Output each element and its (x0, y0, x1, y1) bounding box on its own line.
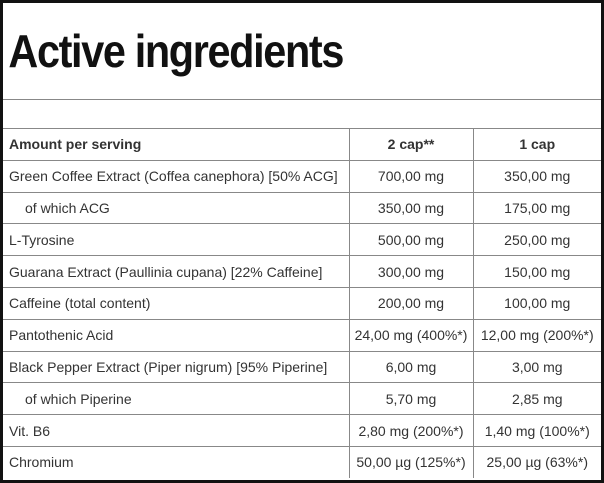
table-cell: 350,00 mg (472, 159, 601, 193)
table-cell: Pantothenic Acid (3, 318, 350, 352)
header-cell: 1 cap (472, 128, 601, 161)
table-cell: L-Tyrosine (3, 223, 350, 257)
table-row: Chromium 50,00 µg (125%*) 25,00 µg (63%*) (3, 445, 601, 478)
table-cell: 24,00 mg (400%*) (348, 318, 474, 352)
table-cell: 5,70 mg (348, 382, 474, 416)
table-cell: 150,00 mg (472, 255, 601, 288)
table-cell: Green Coffee Extract (Coffea canephora) … (3, 159, 350, 193)
table-cell: 6,00 mg (348, 350, 474, 384)
table-cell: 25,00 µg (63%*) (472, 445, 601, 478)
header-cell: Amount per serving (3, 128, 350, 161)
table-cell: of which Piperine (3, 382, 350, 416)
table-cell: 2,80 mg (200%*) (348, 414, 474, 447)
title: Active ingredients (8, 25, 344, 77)
table-row: L-Tyrosine 500,00 mg 250,00 mg (3, 223, 601, 257)
table-row: Caffeine (total content) 200,00 mg 100,00 … (3, 286, 601, 320)
table-cell: 2,85 mg (472, 382, 601, 416)
table-cell: Caffeine (total content) (3, 286, 350, 320)
table-cell: 12,00 mg (200%*) (472, 318, 601, 352)
table-row: Guarana Extract (Paullinia cupana) [22% … (3, 255, 601, 288)
table-cell: 100,00 mg (472, 286, 601, 320)
table-cell: 50,00 µg (125%*) (348, 445, 474, 478)
table-row: Vit. B6 2,80 mg (200%*) 1,40 mg (100%*) (3, 414, 601, 447)
table-cell: Chromium (3, 445, 350, 478)
table-cell: 200,00 mg (348, 286, 474, 320)
table-cell: 1,40 mg (100%*) (472, 414, 601, 447)
table-cell: 350,00 mg (348, 191, 474, 225)
table-row: of which ACG 350,00 mg 175,00 mg (3, 191, 601, 225)
table-cell: Guarana Extract (Paullinia cupana) [22% … (3, 255, 350, 288)
table-cell: 175,00 mg (472, 191, 601, 225)
table-cell: Vit. B6 (3, 414, 350, 447)
table-row: Green Coffee Extract (Coffea canephora) … (3, 159, 601, 193)
table-cell: Black Pepper Extract (Piper nigrum) [95%… (3, 350, 350, 384)
spacer-row (3, 99, 601, 128)
table-body: Amount per serving 2 cap** 1 cap Green Coff… (3, 128, 601, 478)
header-row: Amount per serving 2 cap** 1 cap (3, 128, 601, 161)
table-row: Pantothenic Acid 24,00 mg (400%*) 12,00 mg… (3, 318, 601, 352)
table-row: Black Pepper Extract (Piper nigrum) [95%… (3, 350, 601, 384)
table-cell: 250,00 mg (472, 223, 601, 257)
table-cell: 3,00 mg (472, 350, 601, 384)
table-cell: 300,00 mg (348, 255, 474, 288)
table-cell: 700,00 mg (348, 159, 474, 193)
table-cell: of which ACG (3, 191, 350, 225)
header-cell: 2 cap** (348, 128, 474, 161)
table-row: of which Piperine 5,70 mg 2,85 mg (3, 382, 601, 416)
table-cell: 500,00 mg (348, 223, 474, 257)
ingredients-table: Amount per serving 2 cap** 1 cap Green Coff… (3, 128, 601, 478)
